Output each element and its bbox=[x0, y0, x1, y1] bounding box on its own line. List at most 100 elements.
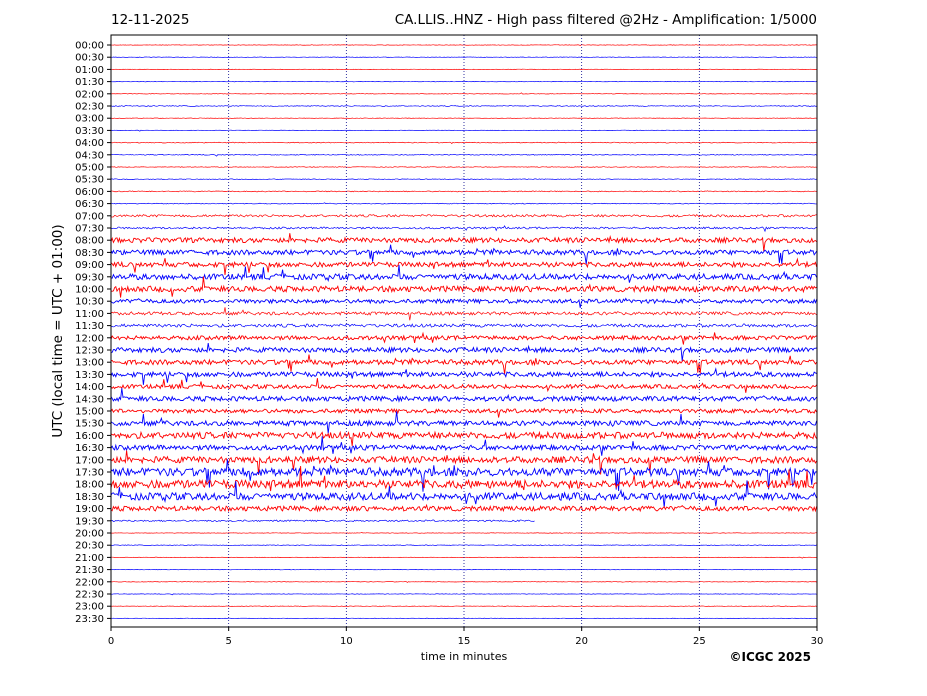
trace-row-0230 bbox=[110, 105, 817, 107]
trace-row-1830 bbox=[110, 480, 818, 508]
y-tick-label: 18:30 bbox=[75, 492, 104, 503]
y-tick-label: 12:30 bbox=[75, 346, 104, 357]
trace-row-1130 bbox=[110, 323, 817, 329]
y-tick-label: 20:00 bbox=[75, 529, 104, 540]
x-tick-label: 30 bbox=[811, 636, 824, 647]
y-tick-label: 10:00 bbox=[75, 285, 104, 296]
date-label: 12-11-2025 bbox=[111, 12, 190, 28]
y-tick-label: 19:00 bbox=[75, 504, 104, 515]
chart-title: CA.LLIS..HNZ - High pass filtered @2Hz -… bbox=[394, 12, 817, 28]
trace-row-1530 bbox=[110, 411, 818, 434]
y-tick-label: 07:00 bbox=[75, 211, 104, 222]
y-tick-label: 23:30 bbox=[75, 614, 104, 625]
x-axis-label: time in minutes bbox=[421, 650, 508, 663]
y-tick-label: 01:00 bbox=[75, 65, 104, 76]
y-tick-label: 14:30 bbox=[75, 394, 104, 405]
minute-gridlines bbox=[228, 35, 700, 627]
trace-row-1100 bbox=[110, 307, 817, 321]
trace-row-0900 bbox=[110, 257, 818, 276]
trace-row-2230 bbox=[110, 593, 817, 596]
y-tick-label: 08:30 bbox=[75, 248, 104, 259]
y-axis-label: UTC (local time = UTC + 01:00) bbox=[50, 224, 66, 437]
y-tick-label: 20:30 bbox=[75, 541, 104, 552]
y-tick-label: 07:30 bbox=[75, 224, 104, 235]
y-tick-label: 15:00 bbox=[75, 407, 104, 418]
trace-row-0830 bbox=[110, 244, 817, 265]
trace-row-1200 bbox=[110, 331, 817, 345]
y-tick-label: 02:00 bbox=[75, 89, 104, 100]
trace-row-1030 bbox=[110, 297, 818, 308]
x-axis-ticks: 0 5 10 15 20 25 30 bbox=[108, 627, 824, 647]
y-tick-label: 05:30 bbox=[75, 175, 104, 186]
y-tick-label: 00:30 bbox=[75, 53, 104, 64]
y-tick-label: 21:30 bbox=[75, 565, 104, 576]
y-tick-label: 01:30 bbox=[75, 77, 104, 88]
trace-row-1230 bbox=[110, 342, 817, 362]
y-tick-label: 11:30 bbox=[75, 321, 104, 332]
y-tick-label: 04:30 bbox=[75, 150, 104, 161]
trace-row-1300 bbox=[110, 354, 817, 375]
trace-row-2130 bbox=[110, 568, 817, 571]
y-tick-label: 02:30 bbox=[75, 102, 104, 113]
trace-row-0800 bbox=[110, 233, 817, 252]
trace-row-2200 bbox=[110, 581, 817, 583]
y-tick-label: 14:00 bbox=[75, 382, 104, 393]
trace-row-0530 bbox=[110, 178, 817, 180]
trace-row-1330 bbox=[110, 367, 817, 385]
trace-row-0200 bbox=[110, 92, 817, 95]
trace-row-1630 bbox=[110, 436, 817, 456]
y-tick-label: 06:00 bbox=[75, 187, 104, 198]
y-tick-label: 15:30 bbox=[75, 419, 104, 430]
trace-row-0330 bbox=[110, 129, 817, 132]
y-tick-label: 13:30 bbox=[75, 370, 104, 381]
y-tick-label: 23:00 bbox=[75, 602, 104, 613]
trace-row-1730 bbox=[110, 459, 817, 492]
trace-row-0130 bbox=[110, 80, 817, 83]
trace-row-0600 bbox=[110, 190, 817, 193]
trace-row-1930 bbox=[110, 519, 535, 523]
trace-row-1500 bbox=[110, 407, 817, 418]
y-tick-label: 13:00 bbox=[75, 358, 104, 369]
trace-row-0430 bbox=[110, 154, 817, 157]
y-tick-label: 16:30 bbox=[75, 443, 104, 454]
y-tick-label: 19:30 bbox=[75, 516, 104, 527]
trace-row-2000 bbox=[110, 532, 817, 534]
y-tick-label: 04:00 bbox=[75, 138, 104, 149]
seismic-traces bbox=[110, 44, 818, 620]
y-tick-label: 10:30 bbox=[75, 297, 104, 308]
y-tick-label: 05:00 bbox=[75, 163, 104, 174]
y-tick-label: 09:00 bbox=[75, 260, 104, 271]
trace-row-0700 bbox=[110, 213, 817, 218]
trace-row-2030 bbox=[110, 544, 817, 546]
y-tick-label: 09:30 bbox=[75, 272, 104, 283]
trace-row-1900 bbox=[110, 503, 818, 513]
trace-row-1600 bbox=[110, 430, 817, 447]
y-tick-label: 08:00 bbox=[75, 236, 104, 247]
x-tick-label: 15 bbox=[458, 636, 471, 647]
y-tick-label: 18:00 bbox=[75, 480, 104, 491]
x-tick-label: 0 bbox=[108, 636, 114, 647]
y-tick-label: 00:00 bbox=[75, 41, 104, 52]
trace-row-0930 bbox=[110, 264, 818, 283]
trace-row-1400 bbox=[110, 378, 817, 393]
trace-row-0630 bbox=[110, 202, 817, 205]
trace-row-0500 bbox=[110, 166, 817, 168]
x-tick-label: 25 bbox=[693, 636, 706, 647]
x-tick-label: 20 bbox=[575, 636, 588, 647]
trace-row-0730 bbox=[110, 225, 817, 233]
trace-row-0400 bbox=[110, 141, 817, 145]
plot-frame bbox=[110, 34, 818, 628]
y-tick-label: 21:00 bbox=[75, 553, 104, 564]
y-tick-label: 16:00 bbox=[75, 431, 104, 442]
trace-row-2100 bbox=[110, 556, 817, 559]
y-tick-label: 11:00 bbox=[75, 309, 104, 320]
trace-row-1430 bbox=[110, 388, 817, 403]
y-tick-label: 17:30 bbox=[75, 468, 104, 479]
trace-row-1000 bbox=[110, 276, 817, 298]
y-tick-label: 12:00 bbox=[75, 333, 104, 344]
y-tick-label: 17:00 bbox=[75, 455, 104, 466]
y-tick-label: 06:30 bbox=[75, 199, 104, 210]
y-tick-label: 03:00 bbox=[75, 114, 104, 125]
